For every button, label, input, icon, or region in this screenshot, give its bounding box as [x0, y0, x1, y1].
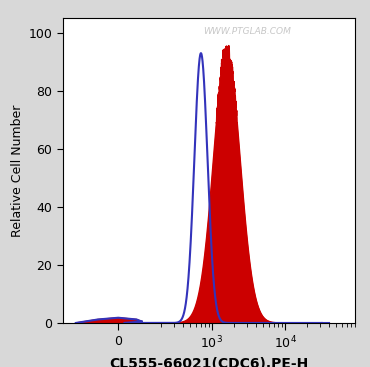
Text: WWW.PTGLAB.COM: WWW.PTGLAB.COM	[203, 28, 291, 36]
X-axis label: CL555-66021(CDC6),PE-H: CL555-66021(CDC6),PE-H	[110, 357, 309, 367]
Y-axis label: Relative Cell Number: Relative Cell Number	[11, 105, 24, 237]
